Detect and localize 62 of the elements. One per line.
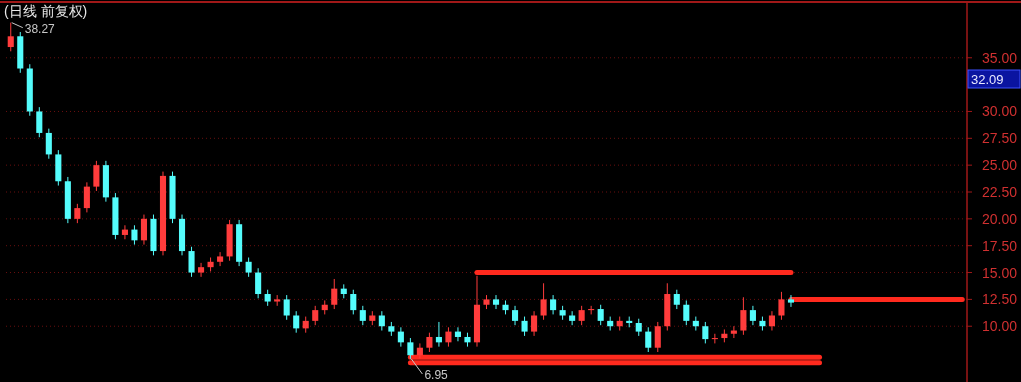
candlestick [787, 294, 795, 308]
candlestick [569, 310, 576, 326]
candlestick [578, 305, 585, 326]
candlestick [245, 257, 252, 278]
candlestick [331, 278, 338, 310]
candlestick [550, 294, 557, 315]
y-tick-label: 30.00 [981, 103, 1018, 120]
candlestick [188, 246, 195, 278]
text: 32.09 [971, 72, 1004, 87]
y-tick-label: 22.50 [981, 184, 1018, 200]
candlestick [749, 305, 756, 326]
y-tick-label: 35.00 [981, 49, 1018, 66]
annotation: 38.27 [24, 21, 56, 36]
y-tick-label: 20.00 [981, 210, 1018, 227]
candlestick [531, 310, 538, 337]
candlestick [683, 299, 690, 326]
candlestick [7, 22, 14, 52]
candlestick [512, 305, 519, 326]
y-tick-label: 15.00 [981, 264, 1018, 281]
candlestick [768, 310, 775, 332]
candlestick [521, 316, 528, 337]
candlestick [540, 282, 547, 321]
candlestick [140, 214, 148, 246]
y-tick-label: 17.50 [981, 237, 1018, 254]
candlestick [217, 251, 224, 267]
candlestick [740, 296, 747, 336]
candlestick [83, 181, 90, 213]
candlestick [778, 291, 785, 321]
candlestick [283, 294, 290, 321]
candlestick [645, 326, 652, 353]
candlestick [36, 106, 43, 138]
candlestick [45, 128, 52, 160]
candlestick [407, 337, 414, 360]
candlestick [416, 342, 423, 359]
candlestick [359, 305, 366, 326]
candlestick [350, 289, 357, 315]
candlestick [492, 294, 500, 310]
candlestick [654, 321, 661, 353]
candlestick [454, 326, 461, 342]
candlestick [312, 305, 319, 326]
candlestick [730, 325, 737, 339]
candlestick [673, 289, 680, 310]
candlestick [121, 224, 128, 240]
candlestick [426, 332, 433, 353]
candlestick [293, 310, 300, 334]
candlestick [445, 326, 452, 348]
y-tick-label: 12.50 [981, 291, 1018, 308]
candlestick [435, 321, 442, 348]
y-tick-label: 10.00 [981, 318, 1018, 335]
candlestick [198, 262, 205, 278]
candlestick [131, 224, 138, 246]
candlestick [255, 267, 262, 299]
candlestick [74, 203, 81, 224]
candlestick [93, 160, 100, 192]
y-tick-label: 27.50 [981, 130, 1018, 147]
candlestick [397, 326, 404, 348]
candlestick [378, 310, 385, 332]
candlestick [702, 321, 709, 344]
annotation: 6.95 [424, 368, 449, 382]
candlestick [597, 304, 604, 326]
y-tick-label: 25.00 [981, 157, 1018, 174]
chart-title: (日线 前复权) [4, 3, 88, 19]
